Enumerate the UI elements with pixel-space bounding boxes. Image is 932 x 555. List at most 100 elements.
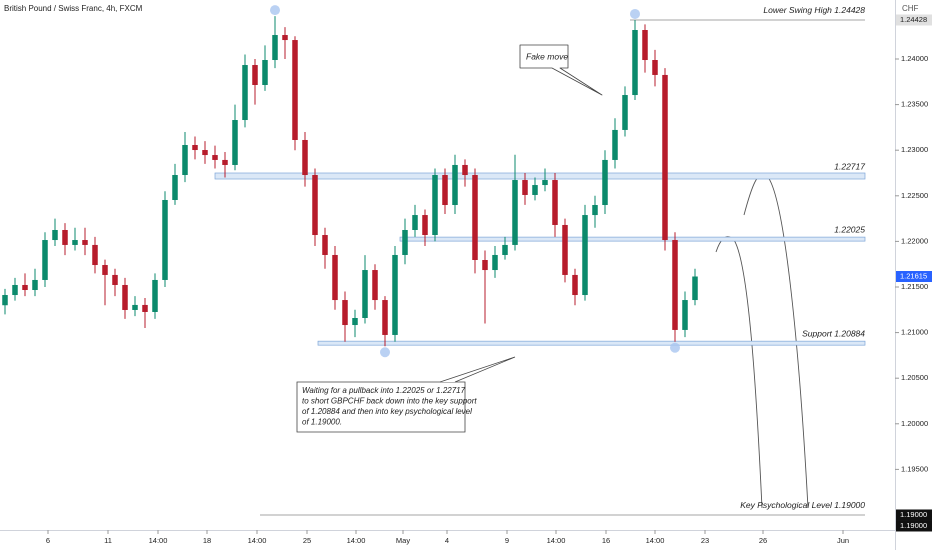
candle-body <box>62 229 68 245</box>
candle-body <box>452 164 458 206</box>
level-label: 1.22717 <box>834 161 865 171</box>
price-label: 1.19000 <box>900 521 927 530</box>
candle-body <box>22 284 28 291</box>
candle-body <box>482 260 488 271</box>
y-tick-label: 1.23000 <box>901 145 928 154</box>
candle-body <box>372 270 378 301</box>
candle-body <box>352 318 358 326</box>
x-tick-label: 11 <box>104 536 112 545</box>
candle-body <box>252 65 258 85</box>
candle-body <box>652 60 658 75</box>
x-tick-label: 16 <box>602 536 610 545</box>
candle-body <box>642 30 648 61</box>
x-tick-label: 4 <box>445 536 449 545</box>
candle-body <box>342 300 348 326</box>
y-tick-label: 1.22500 <box>901 191 928 200</box>
price-label-box <box>896 14 932 26</box>
candle-body <box>552 180 558 225</box>
candle-body <box>472 175 478 260</box>
candle-body <box>12 284 18 296</box>
x-tick-label: 14:00 <box>347 536 366 545</box>
candle-body <box>232 120 238 165</box>
level-band <box>399 236 866 242</box>
candle-body <box>542 180 548 186</box>
price-label: 1.21615 <box>900 271 927 280</box>
candle-body <box>322 235 328 255</box>
x-tick-label: 14:00 <box>646 536 665 545</box>
callout-box <box>296 381 466 433</box>
callout-line: of 1.20884 and then into key psychologic… <box>302 407 472 416</box>
candle-body <box>662 74 668 241</box>
candle-body <box>442 175 448 206</box>
level-band <box>214 172 866 180</box>
x-tick-label: 14:00 <box>149 536 168 545</box>
candle-body <box>382 300 388 335</box>
candle-body <box>622 95 628 130</box>
callout-pointer <box>439 356 516 383</box>
candle-body <box>32 279 38 291</box>
candle-body <box>432 175 438 236</box>
x-tick-label: 23 <box>701 536 709 545</box>
y-tick-label: 1.23500 <box>901 100 928 109</box>
candle-body <box>42 240 48 280</box>
callout-line: Waiting for a pullback into 1.22025 or 1… <box>302 386 466 395</box>
candle-body <box>152 279 158 312</box>
candle-body <box>532 185 538 195</box>
callout-line: of 1.19000. <box>302 418 342 427</box>
candle-body <box>502 244 508 255</box>
candle-body <box>302 139 308 176</box>
price-label: 1.24428 <box>900 15 927 24</box>
candle-body <box>682 300 688 330</box>
callout-line: to short GBPCHF back down into the key s… <box>302 397 477 406</box>
candle-body <box>262 60 268 85</box>
candle-body <box>102 265 108 275</box>
candle-body <box>332 254 338 301</box>
y-tick-label: 1.22000 <box>901 236 928 245</box>
y-tick-label: 1.21500 <box>901 282 928 291</box>
price-label-box <box>896 520 932 532</box>
candle-body <box>72 240 78 245</box>
price-label-box <box>896 509 932 521</box>
x-tick-label: 26 <box>759 536 767 545</box>
candle-body <box>282 35 288 41</box>
candle-body <box>122 284 128 310</box>
candle-body <box>202 150 208 156</box>
candle-body <box>692 276 698 301</box>
currency-label: CHF <box>902 4 919 13</box>
candle-body <box>562 224 568 275</box>
candle-body <box>602 159 608 206</box>
level-label: 1.22025 <box>834 224 865 234</box>
candle-body <box>572 274 578 296</box>
candle-body <box>52 229 58 241</box>
projection-curve <box>743 173 809 509</box>
callout-text-group: Waiting for a pullback into 1.22025 or 1… <box>302 386 477 427</box>
candle-body <box>492 254 498 271</box>
swing-marker <box>270 5 280 16</box>
candle-body <box>222 159 228 165</box>
y-tick-label: 1.21000 <box>901 328 928 337</box>
candle-body <box>2 295 8 306</box>
candle-body <box>612 129 618 160</box>
candle-body <box>82 240 88 245</box>
chart-title: British Pound / Swiss Franc, 4h, FXCM <box>4 4 143 13</box>
candle-body <box>272 35 278 61</box>
x-tick-label: 14:00 <box>547 536 566 545</box>
candle-body <box>392 254 398 335</box>
candle-body <box>422 215 428 236</box>
swing-marker <box>380 347 390 358</box>
x-tick-label: 18 <box>203 536 211 545</box>
price-label-box <box>896 271 932 283</box>
callout-box <box>519 44 603 96</box>
x-tick-label: 14:00 <box>248 536 267 545</box>
candle-body <box>192 145 198 151</box>
x-tick-label: May <box>396 536 410 545</box>
candle-body <box>362 270 368 319</box>
candle-body <box>582 215 588 296</box>
candle-body <box>292 40 298 140</box>
y-tick-label: 1.19500 <box>901 464 928 473</box>
y-tick-label: 1.20500 <box>901 373 928 382</box>
level-band <box>317 340 866 346</box>
y-tick-label: 1.24000 <box>901 54 928 63</box>
candle-body <box>592 205 598 216</box>
